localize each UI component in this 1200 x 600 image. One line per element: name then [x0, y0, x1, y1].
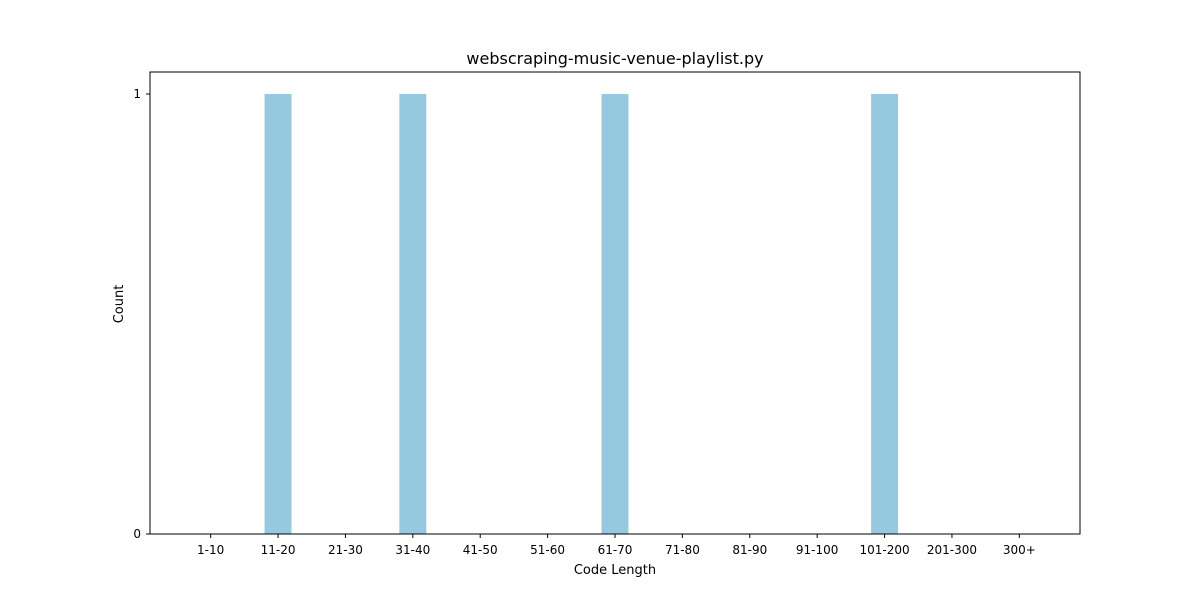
y-ticks-group: 01 [133, 87, 150, 541]
x-tick-label: 81-90 [732, 543, 767, 557]
x-tick-label: 101-200 [859, 543, 909, 557]
y-tick-label: 0 [133, 527, 141, 541]
x-tick-label: 71-80 [665, 543, 700, 557]
bar-31-40 [399, 94, 427, 534]
x-tick-label: 91-100 [796, 543, 839, 557]
x-ticks-group: 1-10 11-20 21-30 31-40 41-50 51-60 61-70 71-80 8… [197, 534, 1036, 557]
plot-frame [149, 71, 1081, 535]
x-axis-label: Code Length [574, 563, 656, 578]
x-tick-label: 21-30 [328, 543, 363, 557]
chart-title: webscraping-music-venue-playlist.py [466, 49, 763, 68]
x-tick-label: 201-300 [927, 543, 977, 557]
x-tick-label: 1-10 [197, 543, 224, 557]
x-tick-label: 51-60 [530, 543, 565, 557]
x-tick-label: 11-20 [261, 543, 296, 557]
bars-group [264, 94, 899, 534]
x-tick-label: 31-40 [395, 543, 430, 557]
x-tick-label: 300+ [1003, 543, 1036, 557]
y-tick-label: 1 [133, 87, 141, 101]
bar-11-20 [264, 94, 292, 534]
x-tick-label: 61-70 [598, 543, 633, 557]
x-tick-label: 41-50 [463, 543, 498, 557]
bar-61-70 [601, 94, 629, 534]
y-axis-label: Count [112, 285, 127, 324]
bar-101-200 [871, 94, 899, 534]
